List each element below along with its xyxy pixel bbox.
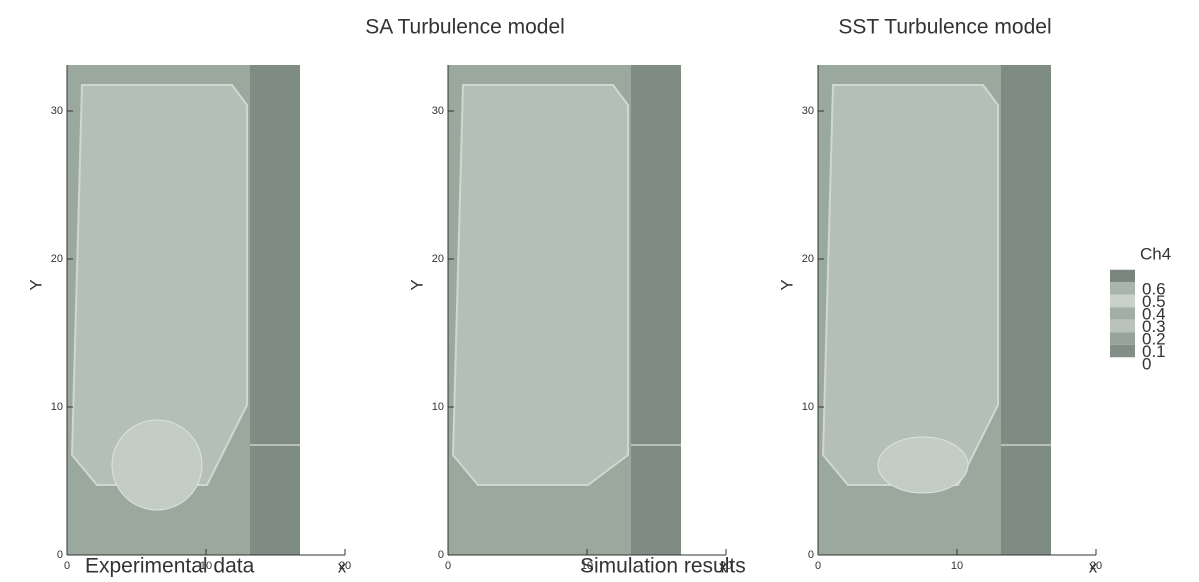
- outlet-strip: [1001, 65, 1051, 555]
- colorbar-title: Ch4: [1140, 244, 1171, 263]
- contour-blob: [111, 419, 203, 511]
- y-axis-label: Y: [777, 279, 796, 290]
- caption: Simulation results: [580, 555, 746, 578]
- x-axis-label: x: [1089, 557, 1098, 576]
- x-tick-label: 20: [339, 560, 351, 572]
- y-tick-label: 10: [51, 401, 63, 413]
- y-tick-label: 0: [438, 549, 444, 561]
- panel-title: SST Turbulence model: [838, 16, 1051, 39]
- x-axis-label: x: [338, 557, 347, 576]
- x-tick-label: 10: [200, 560, 212, 572]
- caption: Experimental data: [85, 555, 255, 578]
- contour-region: [70, 84, 248, 486]
- y-tick-label: 30: [802, 105, 814, 117]
- contour-blob: [877, 436, 969, 494]
- colorbar-swatch: [1110, 332, 1135, 345]
- colorbar-label: 0.6: [1142, 279, 1166, 298]
- y-tick-label: 20: [51, 253, 63, 265]
- x-tick-label: 0: [815, 560, 821, 572]
- y-axis-label: Y: [407, 279, 426, 290]
- outlet-strip: [631, 65, 681, 555]
- contour-region: [821, 84, 999, 486]
- colorbar-swatch: [1110, 307, 1135, 320]
- y-tick-label: 0: [808, 549, 814, 561]
- colorbar-swatch: [1110, 294, 1135, 308]
- y-axis-label: Y: [26, 279, 45, 290]
- x-tick-label: 0: [445, 560, 451, 572]
- colorbar-swatch: [1110, 319, 1135, 333]
- colorbar-label: 0.3: [1142, 317, 1166, 336]
- y-tick-label: 30: [432, 105, 444, 117]
- y-tick-label: 30: [51, 105, 63, 117]
- x-tick-label: 0: [64, 560, 70, 572]
- y-tick-label: 10: [802, 401, 814, 413]
- colorbar-swatch: [1110, 282, 1135, 295]
- outlet-strip: [250, 65, 300, 555]
- colorbar-label: 0.2: [1142, 329, 1166, 348]
- y-tick-label: 0: [57, 549, 63, 561]
- y-tick-label: 10: [432, 401, 444, 413]
- y-tick-label: 20: [802, 253, 814, 265]
- x-tick-label: 20: [720, 560, 732, 572]
- colorbar-swatch: [1110, 269, 1135, 283]
- colorbar-label: 0.1: [1142, 342, 1166, 361]
- panel-title: SA Turbulence model: [365, 16, 565, 39]
- colorbar-label: 0.5: [1142, 292, 1166, 311]
- contour-region: [451, 84, 629, 486]
- y-tick-label: 20: [432, 253, 444, 265]
- x-axis-label: x: [719, 557, 728, 576]
- colorbar-swatch: [1110, 344, 1135, 358]
- colorbar-label: 0: [1142, 354, 1151, 373]
- colorbar-label: 0.4: [1142, 304, 1166, 323]
- x-tick-label: 20: [1090, 560, 1102, 572]
- x-tick-label: 10: [581, 560, 593, 572]
- x-tick-label: 10: [951, 560, 963, 572]
